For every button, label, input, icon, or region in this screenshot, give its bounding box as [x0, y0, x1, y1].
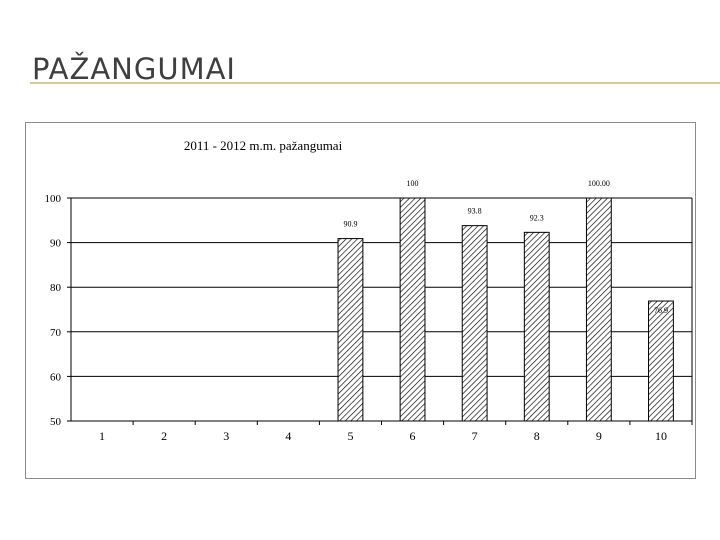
bar — [399, 197, 426, 422]
bar — [648, 300, 674, 422]
y-tick-label: 50 — [50, 416, 62, 428]
chart-frame: 2011 - 2012 m.m. pažangumai 50 60 70 80 90 10… — [25, 122, 696, 479]
bar — [461, 225, 488, 422]
y-tick-label: 100 — [45, 193, 62, 205]
y-tick-label: 60 — [50, 371, 62, 383]
x-tick-label: 3 — [223, 429, 229, 443]
x-tick-label: 4 — [285, 429, 291, 443]
chart-title: 2011 - 2012 m.m. pažangumai — [184, 138, 343, 153]
x-tick-label: 2 — [161, 429, 167, 443]
data-label: 76.9 — [654, 306, 668, 315]
data-label: 100 — [407, 179, 419, 188]
y-tick-label: 70 — [50, 327, 62, 339]
data-label: 92.3 — [530, 213, 544, 222]
slide-title: PAŽANGUMAI — [32, 52, 236, 86]
y-axis: 50 60 70 80 90 100 — [45, 193, 693, 428]
data-labels: 90.9 100 93.8 92.3 100.00 76.9 — [343, 179, 668, 315]
title-divider — [30, 82, 720, 84]
bar — [523, 231, 550, 422]
y-tick-label: 80 — [50, 282, 62, 294]
x-axis: 1 2 3 4 5 6 7 8 9 10 — [99, 421, 693, 443]
y-tick-label: 90 — [50, 238, 62, 250]
x-tick-label: 7 — [472, 429, 478, 443]
x-tick-label: 6 — [410, 429, 416, 443]
bar — [585, 197, 612, 422]
data-label: 90.9 — [343, 220, 357, 229]
x-tick-label: 9 — [596, 429, 602, 443]
bar-chart: 2011 - 2012 m.m. pažangumai 50 60 70 80 90 10… — [45, 138, 693, 443]
x-tick-label: 10 — [655, 429, 667, 443]
x-tick-label: 5 — [347, 429, 353, 443]
bars — [337, 197, 674, 422]
data-label: 93.8 — [468, 207, 482, 216]
data-label: 100.00 — [588, 179, 610, 188]
bar — [337, 238, 364, 422]
x-tick-label: 8 — [534, 429, 540, 443]
x-tick-label: 1 — [99, 429, 105, 443]
